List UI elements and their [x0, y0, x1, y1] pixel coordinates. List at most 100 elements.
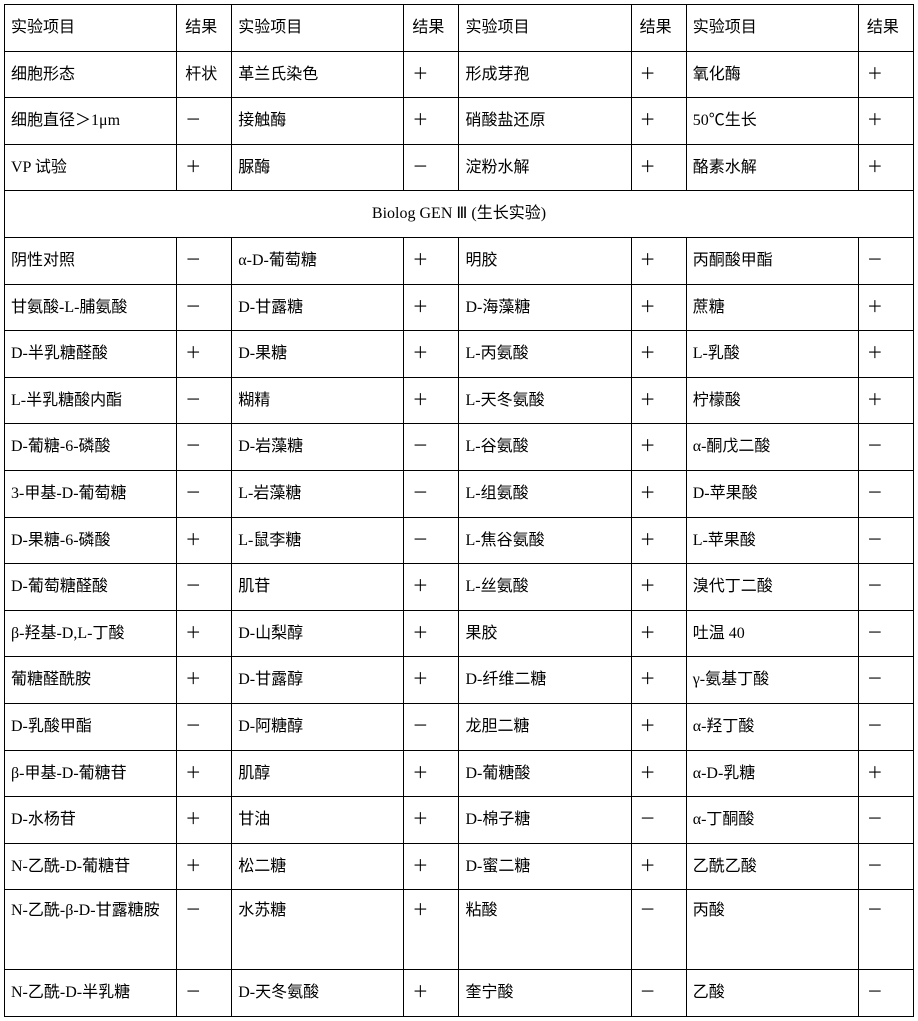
item-cell: D-岩藻糖	[232, 424, 404, 471]
item-cell: α-D-葡萄糖	[232, 237, 404, 284]
item-cell: β-羟基-D,L-丁酸	[5, 610, 177, 657]
result-cell: －	[858, 424, 913, 471]
result-cell: ＋	[631, 377, 686, 424]
result-cell: ＋	[631, 470, 686, 517]
item-cell: 硝酸盐还原	[459, 98, 631, 145]
result-cell: ＋	[404, 843, 459, 890]
item-cell: 肌苷	[232, 564, 404, 611]
result-cell: ＋	[631, 51, 686, 98]
item-cell: 吐温 40	[686, 610, 858, 657]
table-row: 3-甲基-D-葡萄糖－L-岩藻糖－L-组氨酸＋D-苹果酸－	[5, 470, 914, 517]
item-cell: 奎宁酸	[459, 970, 631, 1017]
result-cell: 结果	[177, 5, 232, 52]
item-cell: VP 试验	[5, 144, 177, 191]
item-cell: 实验项目	[232, 5, 404, 52]
result-cell: ＋	[631, 331, 686, 378]
item-cell: D-葡糖酸	[459, 750, 631, 797]
item-cell: 实验项目	[5, 5, 177, 52]
table-row: L-半乳糖酸内酯－糊精＋L-天冬氨酸＋柠檬酸＋	[5, 377, 914, 424]
item-cell: 乙酸	[686, 970, 858, 1017]
table-row: D-葡萄糖醛酸－肌苷＋L-丝氨酸＋溴代丁二酸－	[5, 564, 914, 611]
item-cell: 粘酸	[459, 890, 631, 970]
result-cell: ＋	[631, 237, 686, 284]
result-cell: 结果	[404, 5, 459, 52]
result-cell: －	[858, 657, 913, 704]
item-cell: D-甘露醇	[232, 657, 404, 704]
item-cell: D-甘露糖	[232, 284, 404, 331]
header-row: 实验项目结果实验项目结果实验项目结果实验项目结果	[5, 5, 914, 52]
item-cell: 柠檬酸	[686, 377, 858, 424]
table-row: N-乙酰-D-半乳糖－D-天冬氨酸＋奎宁酸－乙酸－	[5, 970, 914, 1017]
item-cell: 龙胆二糖	[459, 703, 631, 750]
result-cell: ＋	[631, 843, 686, 890]
result-cell: －	[858, 797, 913, 844]
table-row: D-葡糖-6-磷酸－D-岩藻糖－L-谷氨酸＋α-酮戊二酸－	[5, 424, 914, 471]
table-row: 细胞形态杆状革兰氏染色＋形成芽孢＋氧化酶＋	[5, 51, 914, 98]
result-cell: ＋	[404, 797, 459, 844]
result-cell: －	[177, 424, 232, 471]
item-cell: D-天冬氨酸	[232, 970, 404, 1017]
result-cell: ＋	[858, 750, 913, 797]
item-cell: 水苏糖	[232, 890, 404, 970]
result-cell: －	[177, 98, 232, 145]
result-cell: －	[631, 797, 686, 844]
item-cell: L-苹果酸	[686, 517, 858, 564]
result-cell: ＋	[177, 657, 232, 704]
item-cell: D-乳酸甲酯	[5, 703, 177, 750]
item-cell: L-丝氨酸	[459, 564, 631, 611]
result-cell: ＋	[631, 144, 686, 191]
result-cell: ＋	[631, 564, 686, 611]
result-cell: 结果	[631, 5, 686, 52]
table-row: D-果糖-6-磷酸＋L-鼠李糖－L-焦谷氨酸＋L-苹果酸－	[5, 517, 914, 564]
item-cell: L-鼠李糖	[232, 517, 404, 564]
item-cell: L-乳酸	[686, 331, 858, 378]
result-cell: －	[858, 610, 913, 657]
result-cell: ＋	[404, 890, 459, 970]
table-row: D-水杨苷＋甘油＋D-棉子糖－α-丁酮酸－	[5, 797, 914, 844]
item-cell: α-羟丁酸	[686, 703, 858, 750]
item-cell: D-半乳糖醛酸	[5, 331, 177, 378]
table-row: N-乙酰-D-葡糖苷＋松二糖＋D-蜜二糖＋乙酰乙酸－	[5, 843, 914, 890]
result-cell: ＋	[404, 750, 459, 797]
table-row: 甘氨酸-L-脯氨酸－D-甘露糖＋D-海藻糖＋蔗糖＋	[5, 284, 914, 331]
result-cell: －	[404, 517, 459, 564]
item-cell: L-天冬氨酸	[459, 377, 631, 424]
result-cell: ＋	[177, 610, 232, 657]
item-cell: D-葡萄糖醛酸	[5, 564, 177, 611]
item-cell: 氧化酶	[686, 51, 858, 98]
result-cell: －	[404, 470, 459, 517]
result-cell: ＋	[631, 517, 686, 564]
result-cell: －	[858, 564, 913, 611]
table-row: VP 试验＋脲酶－淀粉水解＋酪素水解＋	[5, 144, 914, 191]
item-cell: 酪素水解	[686, 144, 858, 191]
result-cell: 结果	[858, 5, 913, 52]
item-cell: L-焦谷氨酸	[459, 517, 631, 564]
table-row: 葡糖醛酰胺＋D-甘露醇＋D-纤维二糖＋γ-氨基丁酸－	[5, 657, 914, 704]
item-cell: D-山梨醇	[232, 610, 404, 657]
item-cell: D-水杨苷	[5, 797, 177, 844]
result-cell: －	[177, 377, 232, 424]
item-cell: α-D-乳糖	[686, 750, 858, 797]
result-cell: －	[177, 890, 232, 970]
item-cell: 形成芽孢	[459, 51, 631, 98]
result-cell: －	[404, 703, 459, 750]
item-cell: γ-氨基丁酸	[686, 657, 858, 704]
item-cell: 溴代丁二酸	[686, 564, 858, 611]
section-header-cell: Biolog GEN Ⅲ (生长实验)	[5, 191, 914, 238]
item-cell: D-果糖	[232, 331, 404, 378]
result-cell: －	[858, 517, 913, 564]
item-cell: D-蜜二糖	[459, 843, 631, 890]
item-cell: 脲酶	[232, 144, 404, 191]
item-cell: D-棉子糖	[459, 797, 631, 844]
result-cell: ＋	[858, 331, 913, 378]
result-cell: －	[858, 470, 913, 517]
item-cell: D-苹果酸	[686, 470, 858, 517]
result-cell: －	[177, 564, 232, 611]
item-cell: 丙酸	[686, 890, 858, 970]
result-cell: －	[858, 237, 913, 284]
item-cell: 丙酮酸甲酯	[686, 237, 858, 284]
item-cell: 细胞形态	[5, 51, 177, 98]
item-cell: 50℃生长	[686, 98, 858, 145]
item-cell: 实验项目	[686, 5, 858, 52]
item-cell: 肌醇	[232, 750, 404, 797]
